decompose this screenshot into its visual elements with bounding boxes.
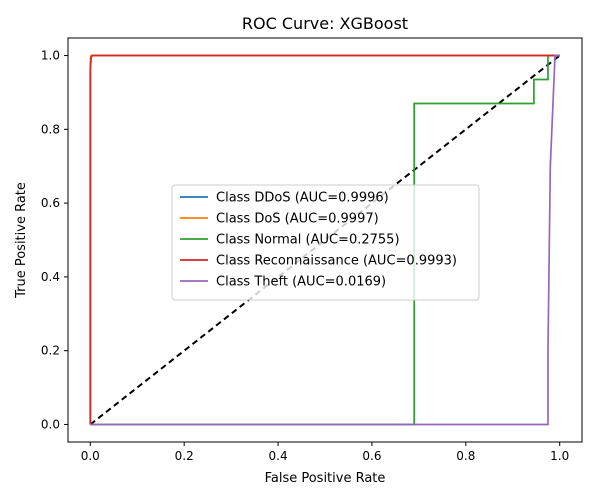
y-tick-label: 0.0 (41, 417, 60, 431)
y-tick-label: 0.8 (41, 122, 60, 136)
y-tick-label: 1.0 (41, 49, 60, 63)
plot-frame (67, 37, 583, 443)
x-tick-label: 0.8 (456, 449, 475, 463)
x-tick-label: 0.6 (362, 449, 381, 463)
legend: Class DDoS (AUC=0.9996) Class DoS (AUC=0.… (171, 184, 480, 301)
legend-label-4: Class Theft (AUC=0.0169) (216, 275, 386, 290)
y-axis-label: True Positive Rate (14, 182, 29, 299)
x-tick-label: 1.0 (550, 449, 569, 463)
legend-label-3: Class Reconnaissance (AUC=0.9993) (216, 254, 457, 269)
legend-label-0: Class DDoS (AUC=0.9996) (216, 191, 389, 206)
x-tick-label: 0.0 (81, 449, 100, 463)
chart-title: ROC Curve: XGBoost (242, 14, 408, 33)
legend-label-1: Class DoS (AUC=0.9997) (216, 212, 379, 227)
legend-box (171, 184, 480, 301)
series-line-4 (90, 54, 560, 426)
x-axis-label: False Positive Rate (265, 471, 386, 486)
x-tick-label: 0.4 (269, 449, 288, 463)
y-tick-label: 0.2 (41, 344, 60, 358)
legend-label-2: Class Normal (AUC=0.2755) (216, 233, 400, 248)
series-line-2 (90, 54, 560, 426)
plot-area (89, 54, 561, 426)
y-tick-label: 0.6 (41, 196, 60, 210)
series-line-3 (89, 54, 560, 425)
y-tick-label: 0.4 (41, 270, 60, 284)
axis-ticks: 0.0 0.2 0.4 0.6 0.8 1.0 0.0 0.2 0.4 0.6 0.8 1.0 (41, 37, 583, 463)
x-tick-label: 0.2 (175, 449, 194, 463)
